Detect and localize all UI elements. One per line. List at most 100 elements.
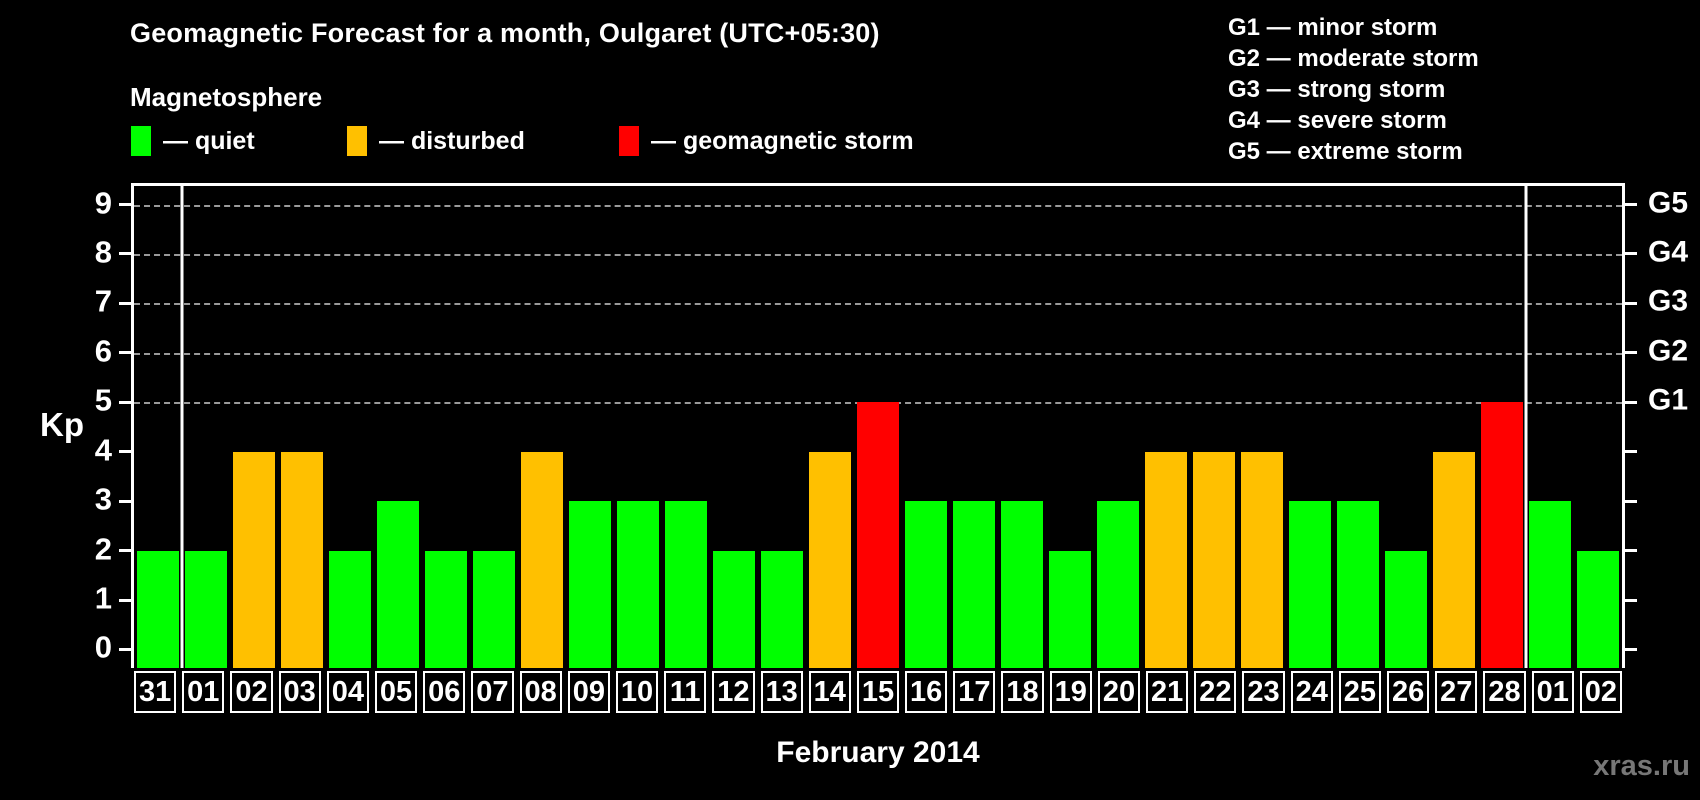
y-tick-right-7	[1624, 301, 1637, 305]
g-scale-label-g3: G3	[1648, 285, 1689, 319]
y-tick-left-3	[119, 499, 132, 503]
kp-bar-20-quiet	[1097, 501, 1139, 668]
kp-bar-22-disturbed	[1193, 451, 1235, 668]
y-tick-left-2	[119, 549, 132, 553]
kp-bar-28-storm	[1481, 402, 1523, 668]
gridline-kp7	[134, 303, 1622, 306]
y-tick-left-6	[119, 351, 132, 355]
date-cell-8: 08	[519, 671, 562, 713]
kp-bar-23-disturbed	[1241, 451, 1283, 668]
date-cell-2: 02	[230, 671, 273, 713]
date-cell-24: 24	[1290, 671, 1333, 713]
date-cell-25: 25	[1338, 671, 1382, 713]
storm-scale-line-1: G1 — minor storm	[1228, 14, 1438, 41]
kp-bar-07-quiet	[473, 550, 515, 668]
date-cell-1: 01	[182, 671, 225, 713]
chart-title: Geomagnetic Forecast for a month, Oulgar…	[130, 18, 880, 48]
date-cell-29: 01	[1531, 671, 1574, 713]
date-cell-28: 28	[1483, 671, 1526, 713]
y-tick-right-6	[1624, 351, 1637, 355]
date-cell-21: 21	[1146, 671, 1189, 713]
y-tick-right-1	[1624, 598, 1637, 602]
kp-axis-label: Kp	[40, 406, 84, 443]
kp-bar-10-quiet	[617, 501, 659, 668]
magnetosphere-legend-heading: Magnetosphere	[130, 82, 323, 112]
y-tick-label-4: 4	[94, 432, 112, 468]
kp-bar-04-quiet	[329, 550, 371, 668]
date-cell-9: 09	[567, 671, 610, 713]
kp-bar-01-quiet	[1529, 501, 1571, 668]
storm-scale-legend: G1 — minor storm G2 — moderate storm G3 — …	[1228, 12, 1479, 167]
y-tick-label-9: 9	[94, 185, 112, 221]
kp-bar-11-quiet	[665, 501, 707, 668]
month-separator	[1524, 186, 1528, 668]
legend-swatch-disturbed	[347, 126, 367, 156]
x-axis-title: February 2014	[776, 736, 980, 769]
y-tick-right-2	[1624, 549, 1637, 553]
date-cell-23: 23	[1242, 671, 1285, 713]
kp-bar-08-disturbed	[521, 451, 563, 668]
kp-bar-21-disturbed	[1145, 451, 1187, 668]
date-axis: 31 01 02 03 04 05 06 07 08 09 10 11 12 13 14 15 16 17 18 19…	[131, 671, 1625, 713]
kp-bar-17-quiet	[953, 501, 995, 668]
g-scale-label-g2: G2	[1648, 334, 1689, 368]
date-cell-15: 15	[856, 671, 900, 713]
gridline-kp8	[134, 253, 1622, 256]
kp-bar-25-quiet	[1337, 501, 1379, 668]
kp-bar-06-quiet	[425, 550, 467, 668]
legend-item-storm: — geomagnetic storm	[619, 126, 914, 156]
g-scale-label-g5: G5	[1648, 186, 1689, 220]
storm-scale-line-4: G4 — severe storm	[1228, 107, 1447, 134]
legend-item-quiet: — quiet	[131, 126, 255, 156]
date-cell-10: 10	[615, 671, 659, 713]
y-tick-left-1	[119, 598, 132, 602]
y-tick-label-8: 8	[94, 234, 112, 270]
plot-area: 0 1 2 3 4 5 6 7 8 9 G1 G2 G3 G4 G5	[95, 183, 1688, 668]
date-cell-18: 18	[1001, 671, 1044, 713]
storm-scale-line-5: G5 — extreme storm	[1228, 138, 1463, 165]
y-tick-label-5: 5	[94, 382, 112, 418]
y-tick-label-6: 6	[94, 333, 112, 369]
kp-bar-18-quiet	[1001, 501, 1043, 668]
storm-scale-line-3: G3 — strong storm	[1228, 76, 1446, 103]
kp-bar-31-quiet	[137, 550, 179, 668]
kp-bar-26-quiet	[1385, 550, 1427, 668]
kp-bar-02-disturbed	[233, 451, 275, 668]
date-cell-22: 22	[1194, 671, 1237, 713]
date-cell-20: 20	[1097, 671, 1141, 713]
date-cell-17: 17	[953, 671, 996, 713]
y-tick-left-0	[119, 647, 132, 651]
kp-bar-13-quiet	[761, 550, 803, 668]
legend-swatch-quiet	[131, 126, 151, 156]
date-cell-26: 26	[1387, 671, 1430, 713]
y-tick-left-7	[119, 301, 132, 305]
y-tick-label-2: 2	[94, 531, 112, 567]
y-tick-right-0	[1624, 647, 1637, 651]
kp-bar-05-quiet	[377, 501, 419, 668]
y-tick-label-7: 7	[94, 283, 112, 319]
date-cell-5: 05	[374, 671, 418, 713]
watermark: xras.ru	[1593, 750, 1690, 782]
y-tick-left-5	[119, 400, 132, 404]
kp-bar-01-quiet	[185, 550, 227, 668]
y-tick-left-4	[119, 450, 132, 454]
legend-label-quiet: — quiet	[163, 126, 255, 155]
date-cell-27: 27	[1435, 671, 1478, 713]
gridline-kp9	[134, 204, 1622, 207]
date-cell-4: 04	[326, 671, 369, 713]
date-cell-19: 19	[1049, 671, 1092, 713]
kp-bar-03-disturbed	[281, 451, 323, 668]
kp-bar-12-quiet	[713, 550, 755, 668]
date-cell-7: 07	[471, 671, 514, 713]
date-cell-13: 13	[760, 671, 803, 713]
y-tick-right-4	[1624, 450, 1637, 454]
y-tick-left-8	[119, 252, 132, 256]
g-scale-label-g1: G1	[1648, 383, 1689, 417]
date-cell-3: 03	[278, 671, 321, 713]
y-tick-label-1: 1	[94, 580, 112, 616]
month-separator	[180, 186, 184, 668]
legend-item-disturbed: — disturbed	[347, 126, 525, 156]
legend-label-storm: — geomagnetic storm	[651, 126, 914, 155]
kp-bar-14-disturbed	[809, 451, 851, 668]
